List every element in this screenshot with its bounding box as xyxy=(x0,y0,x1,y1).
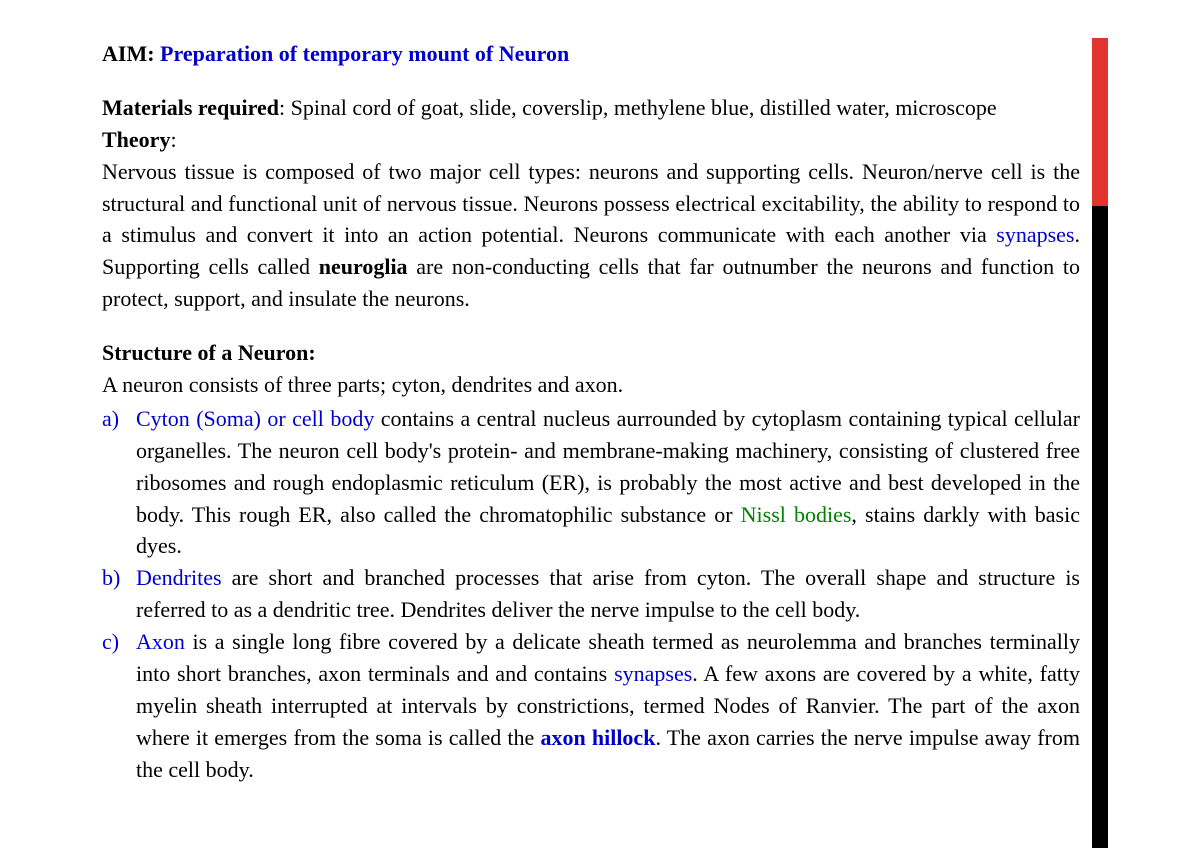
list-item: b)Dendrites are short and branched proce… xyxy=(102,562,1080,626)
document-page: AIM: Preparation of temporary mount of N… xyxy=(0,0,1200,848)
list-text[interactable]: Nissl bodies xyxy=(741,502,852,527)
list-letter: b) xyxy=(102,562,136,626)
neuroglia-term: neuroglia xyxy=(319,254,408,279)
list-body: Axon is a single long fibre covered by a… xyxy=(136,626,1080,785)
list-letter: a) xyxy=(102,403,136,562)
theory-colon: : xyxy=(170,127,176,152)
aim-title: Preparation of temporary mount of Neuron xyxy=(160,41,569,66)
materials-text: : Spinal cord of goat, slide, coverslip,… xyxy=(279,95,997,120)
list-item: a)Cyton (Soma) or cell body contains a c… xyxy=(102,403,1080,562)
materials-label: Materials required xyxy=(102,95,279,120)
theory-body: Nervous tissue is composed of two major … xyxy=(102,156,1080,315)
list-lead: Cyton (Soma) or cell body xyxy=(136,406,374,431)
list-lead: Axon xyxy=(136,629,185,654)
list-text[interactable]: axon hillock xyxy=(540,725,655,750)
list-letter: c) xyxy=(102,626,136,785)
side-accent-bars xyxy=(1092,38,1108,848)
document-content: AIM: Preparation of temporary mount of N… xyxy=(102,38,1080,786)
list-text: are short and branched processes that ar… xyxy=(136,565,1080,622)
structure-intro: A neuron consists of three parts; cyton,… xyxy=(102,369,1080,401)
side-bar-red xyxy=(1092,38,1108,206)
theory-text-1: Nervous tissue is composed of two major … xyxy=(102,159,1080,248)
theory-label: Theory xyxy=(102,127,170,152)
aim-label: AIM: xyxy=(102,41,160,66)
aim-line: AIM: Preparation of temporary mount of N… xyxy=(102,38,1080,70)
side-bar-black xyxy=(1092,206,1108,848)
list-text[interactable]: synapses xyxy=(614,661,692,686)
structure-heading: Structure of a Neuron: xyxy=(102,337,1080,369)
list-body: Dendrites are short and branched process… xyxy=(136,562,1080,626)
materials-line: Materials required: Spinal cord of goat,… xyxy=(102,92,1080,124)
structure-list: a)Cyton (Soma) or cell body contains a c… xyxy=(102,403,1080,786)
synapses-link[interactable]: synapses xyxy=(996,222,1074,247)
structure-label: Structure of a Neuron: xyxy=(102,340,316,365)
list-body: Cyton (Soma) or cell body contains a cen… xyxy=(136,403,1080,562)
theory-heading: Theory: xyxy=(102,124,1080,156)
list-lead: Dendrites xyxy=(136,565,222,590)
list-item: c)Axon is a single long fibre covered by… xyxy=(102,626,1080,785)
